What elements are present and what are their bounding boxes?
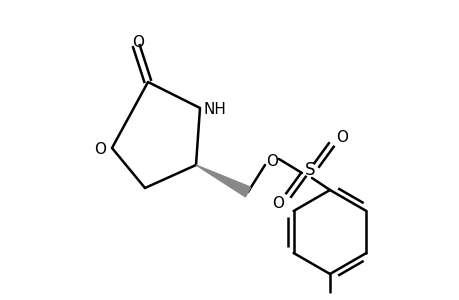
Text: NH: NH [203,103,226,118]
Text: O: O [132,34,144,50]
Text: O: O [335,130,347,146]
Polygon shape [196,165,250,197]
Text: S: S [304,161,314,179]
Text: O: O [265,154,277,169]
Text: O: O [271,196,283,211]
Text: O: O [94,142,106,158]
